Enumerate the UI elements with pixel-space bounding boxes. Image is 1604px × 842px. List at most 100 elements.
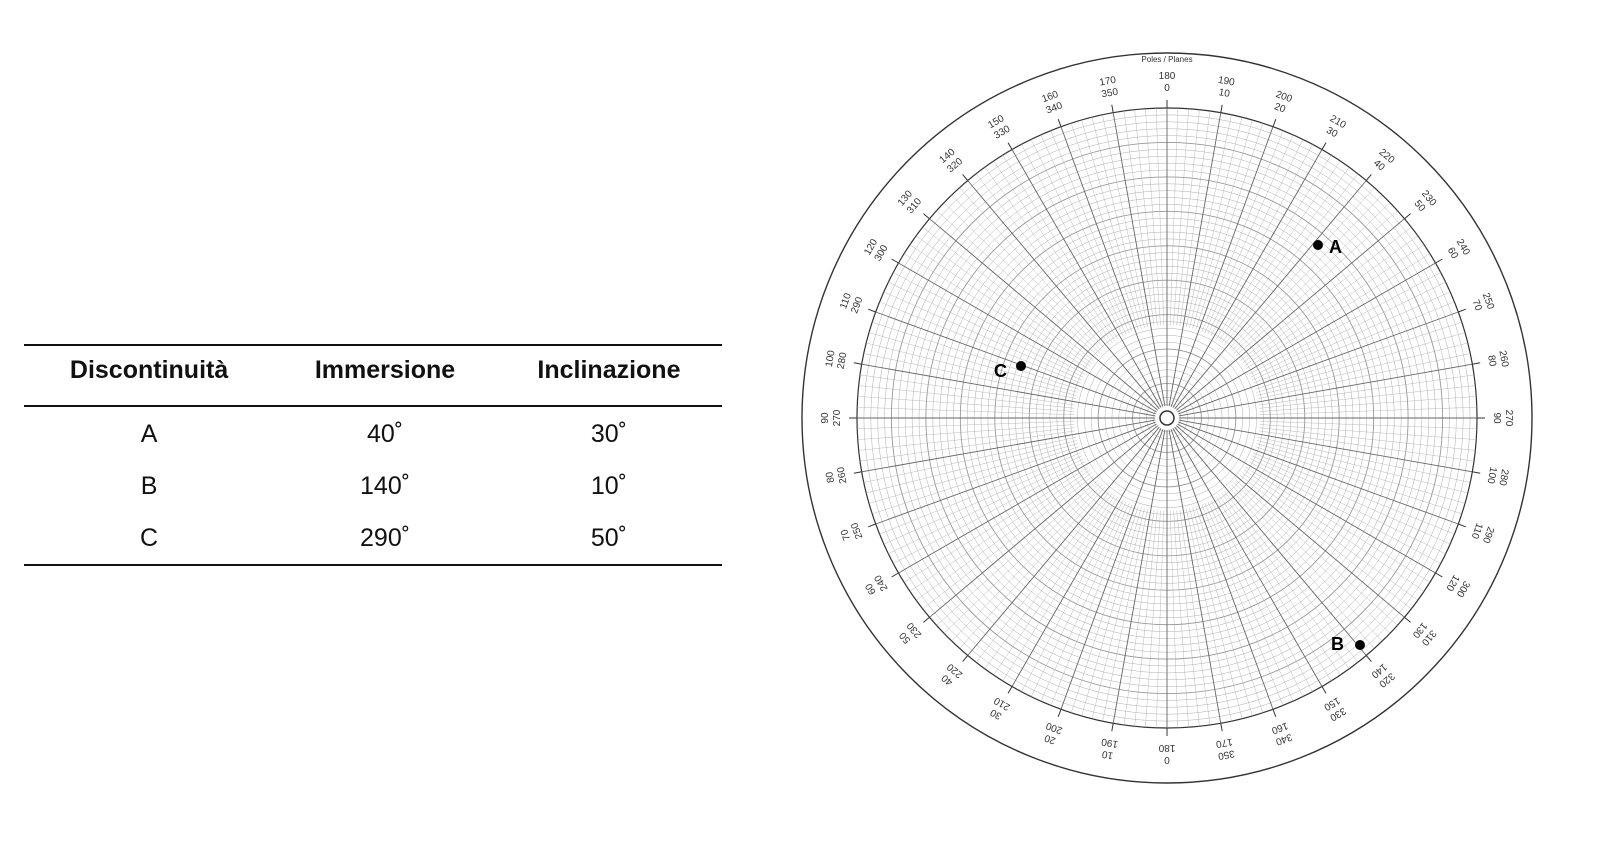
ring-label-inner: 30 xyxy=(988,706,1004,721)
azimuth-line xyxy=(993,494,1116,676)
azimuth-line xyxy=(1173,108,1189,326)
azimuth-line xyxy=(916,235,1092,364)
pole-label-b: B xyxy=(1331,634,1344,654)
azimuth-line xyxy=(1207,139,1304,335)
azimuth-line xyxy=(1081,119,1142,329)
azimuth-line xyxy=(875,421,1156,525)
polar-grid xyxy=(801,52,1533,784)
azimuth-line xyxy=(1179,110,1211,326)
azimuth-line xyxy=(1235,210,1398,356)
azimuth-line xyxy=(879,452,1081,535)
azimuth-line xyxy=(1174,180,1367,410)
azimuth-line xyxy=(858,427,1075,451)
ring-label-outer: 90 xyxy=(1491,412,1502,424)
azimuth-line xyxy=(868,443,1078,504)
azimuth-line xyxy=(857,407,1075,415)
azimuth-line xyxy=(1255,322,1462,390)
ring-tick xyxy=(1321,686,1327,694)
azimuth-line xyxy=(872,446,1079,514)
azimuth-line xyxy=(1178,419,1473,473)
ring-label-outer: 280 xyxy=(836,351,850,370)
azimuth-line xyxy=(916,472,1092,601)
net-center xyxy=(1159,410,1175,426)
azimuth-line xyxy=(1040,502,1130,702)
ring-tick xyxy=(1057,709,1062,717)
azimuth-line xyxy=(903,253,1089,369)
ring-tick xyxy=(1472,471,1481,474)
azimuth-line xyxy=(1173,510,1189,728)
azimuth-line xyxy=(1091,508,1145,719)
azimuth-line xyxy=(936,210,1099,356)
azimuth-line xyxy=(1060,126,1164,407)
ring-tick xyxy=(891,572,899,578)
pole-dot-c xyxy=(1016,361,1026,371)
azimuth-line xyxy=(1170,108,1178,326)
discontinuity-table: Discontinuità Immersione Inclinazione A … xyxy=(24,344,722,566)
ring-tick xyxy=(1435,258,1443,264)
azimuth-line xyxy=(1255,446,1462,514)
azimuth-line xyxy=(1245,467,1431,583)
ring-label-outer: 110 xyxy=(1469,521,1485,540)
outer-ring xyxy=(801,52,1533,784)
azimuth-line xyxy=(975,173,1110,345)
azimuth-line xyxy=(1081,507,1142,717)
azimuth-line xyxy=(875,311,1156,415)
ring-tick xyxy=(1458,308,1466,313)
azimuth-line xyxy=(922,475,1094,610)
ring-tick xyxy=(1458,523,1466,528)
azimuth-line xyxy=(883,455,1083,545)
header-inclinazione: Inclinazione xyxy=(495,344,722,407)
azimuth-line xyxy=(859,430,1075,462)
azimuth-line xyxy=(951,194,1103,352)
azimuth-line xyxy=(1259,374,1475,406)
ring-label-inner: 70 xyxy=(839,527,853,542)
azimuth-line xyxy=(1201,504,1284,706)
azimuth-line xyxy=(1249,272,1441,375)
ring-label-inner: 20 xyxy=(1043,732,1058,746)
ring-label-outer: 100 xyxy=(1485,466,1499,485)
ring-label-outer: 80 xyxy=(1485,354,1498,367)
cell-inclinazione: 10˚ xyxy=(590,471,628,500)
ring-tick xyxy=(868,308,876,313)
azimuth-line xyxy=(1233,482,1391,634)
azimuth-line xyxy=(1243,244,1425,367)
azimuth-line xyxy=(1189,508,1243,719)
azimuth-line xyxy=(1021,500,1124,692)
azimuth-line xyxy=(1192,119,1253,329)
azimuth-line xyxy=(1050,130,1133,332)
azimuth-line xyxy=(1168,112,1222,407)
ring-label-outer: 20 xyxy=(1273,101,1288,115)
azimuth-line xyxy=(1210,144,1313,336)
cell-immersione: 40˚ xyxy=(366,419,404,448)
azimuth-line xyxy=(951,484,1103,642)
azimuth-line xyxy=(1240,475,1412,610)
azimuth-line xyxy=(993,160,1116,342)
azimuth-line xyxy=(1145,108,1161,326)
azimuth-line xyxy=(1192,507,1253,717)
azimuth-line xyxy=(1210,500,1313,692)
azimuth-line xyxy=(909,244,1091,367)
ring-tick xyxy=(1404,213,1411,220)
ring-tick xyxy=(891,258,899,264)
azimuth-line xyxy=(898,423,1157,574)
ring-tick xyxy=(868,523,876,528)
azimuth-line xyxy=(967,180,1160,410)
azimuth-line xyxy=(967,426,1160,656)
azimuth-line xyxy=(1218,160,1341,342)
ring-tick xyxy=(1472,362,1481,365)
ring-label-outer: 350 xyxy=(1101,87,1120,101)
azimuth-line xyxy=(1250,281,1446,378)
azimuth-line xyxy=(898,262,1157,413)
